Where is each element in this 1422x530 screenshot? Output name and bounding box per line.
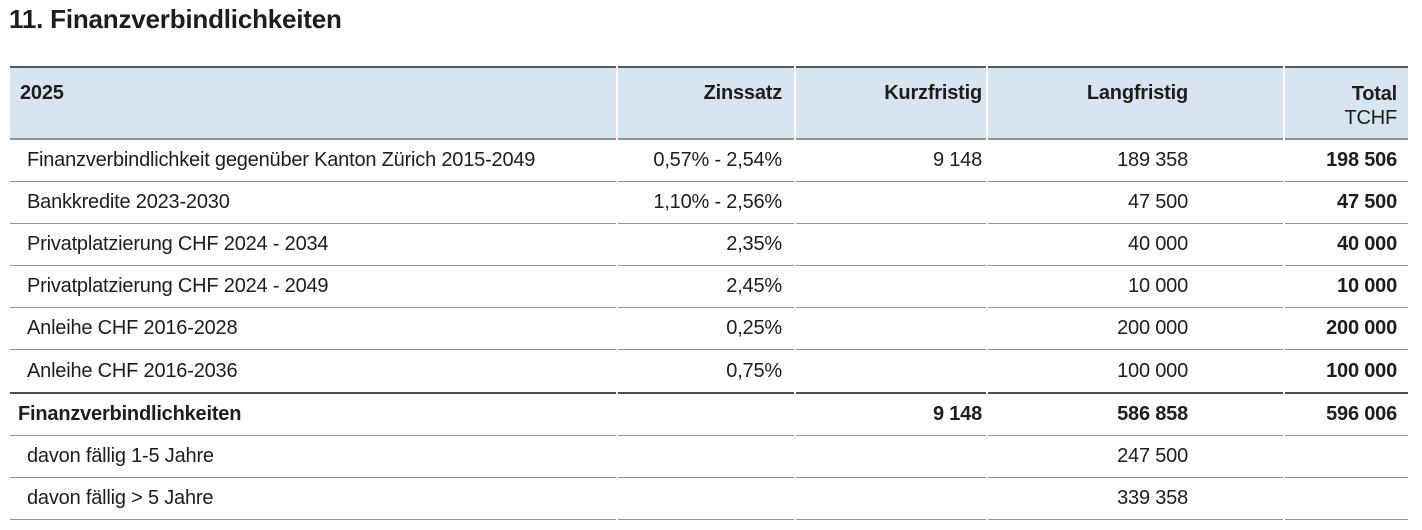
cell-label: Privatplatzierung CHF 2024 - 2034 [10,224,616,266]
cell-zinssatz: 0,57% - 2,54% [618,140,794,182]
table-row-1: Finanzverbindlichkeit gegenüber Kanton Z… [10,140,1408,182]
column-header-total: Total TCHF [1285,66,1408,140]
cell-zinssatz: 2,45% [618,266,794,308]
cell-label: davon fällig > 5 Jahre [10,478,616,520]
cell-langfristig: 189 358 [988,140,1283,182]
cell-zinssatz: 1,10% - 2,56% [618,182,794,224]
cell-label: Finanzverbindlichkeiten [10,392,616,436]
table-row-6: Anleihe CHF 2016-2036 0,75% 100 000 100 … [10,350,1408,392]
cell-langfristig: 247 500 [988,436,1283,478]
table-row-5: Anleihe CHF 2016-2028 0,25% 200 000 200 … [10,308,1408,350]
cell-total [1285,436,1408,478]
cell-langfristig: 100 000 [1117,359,1188,382]
cell-total: 596 006 [1285,392,1408,436]
table-total-row: Finanzverbindlichkeiten 9 148 586 858 59… [10,392,1408,436]
cell-kurzfristig [796,308,986,350]
table-breakdown-row-1: davon fällig 1-5 Jahre 247 500 [10,436,1408,478]
cell-kurzfristig [796,182,986,224]
cell-label: Anleihe CHF 2016-2028 [10,308,616,350]
cell-zinssatz: 0,75% [726,359,782,382]
cell-zinssatz [618,436,794,478]
cell-label: Bankkredite 2023-2030 [10,182,616,224]
table-row-2: Bankkredite 2023-2030 1,10% - 2,56% 47 5… [10,182,1408,224]
cell-total [1285,478,1408,520]
cell-total: 40 000 [1285,224,1408,266]
cell-label: Privatplatzierung CHF 2024 - 2049 [10,266,616,308]
cell-kurzfristig [796,350,986,392]
cell-zinssatz [618,478,794,520]
table-body: Finanzverbindlichkeit gegenüber Kanton Z… [10,140,1408,520]
cell-total: 10 000 [1285,266,1408,308]
cell-langfristig: 10 000 [988,266,1283,308]
cell-kurzfristig [796,436,986,478]
table-row-3: Privatplatzierung CHF 2024 - 2034 2,35% … [10,224,1408,266]
cell-total: 47 500 [1285,182,1408,224]
cell-total: 200 000 [1285,308,1408,350]
table-row-4: Privatplatzierung CHF 2024 - 2049 2,45% … [10,266,1408,308]
section-title: 11. Finanzverbindlichkeiten [9,4,342,34]
cell-kurzfristig [796,266,986,308]
column-header-kurzfristig: Kurzfristig [796,66,986,140]
cell-zinssatz: 0,25% [618,308,794,350]
cell-label: Finanzverbindlichkeit gegenüber Kanton Z… [10,140,616,182]
cell-label: Anleihe CHF 2016-2036 [27,359,238,382]
table-breakdown-row-2: davon fällig > 5 Jahre 339 358 [10,478,1408,520]
cell-langfristig: 40 000 [988,224,1283,266]
cell-langfristig: 200 000 [988,308,1283,350]
cell-langfristig: 47 500 [988,182,1283,224]
cell-langfristig: 586 858 [988,392,1283,436]
column-header-langfristig: Langfristig [988,66,1283,140]
cell-total: 198 506 [1285,140,1408,182]
column-header-total-label: Total [1351,83,1397,105]
cell-kurzfristig: 9 148 [796,392,986,436]
finanzverbindlichkeiten-table: 2025 Zinssatz Kurzfristig Langfristig To… [10,66,1408,520]
column-header-unit: TCHF [1344,107,1397,129]
column-header-year: 2025 [10,66,616,140]
cell-kurzfristig [796,478,986,520]
cell-total: 100 000 [1326,359,1397,382]
cell-kurzfristig: 9 148 [796,140,986,182]
table-header-row: 2025 Zinssatz Kurzfristig Langfristig To… [10,66,1408,140]
cell-zinssatz: 2,35% [618,224,794,266]
column-header-zinssatz: Zinssatz [618,66,794,140]
cell-langfristig: 339 358 [988,478,1283,520]
cell-label: davon fällig 1-5 Jahre [10,436,616,478]
cell-zinssatz [618,392,794,436]
cell-kurzfristig [796,224,986,266]
